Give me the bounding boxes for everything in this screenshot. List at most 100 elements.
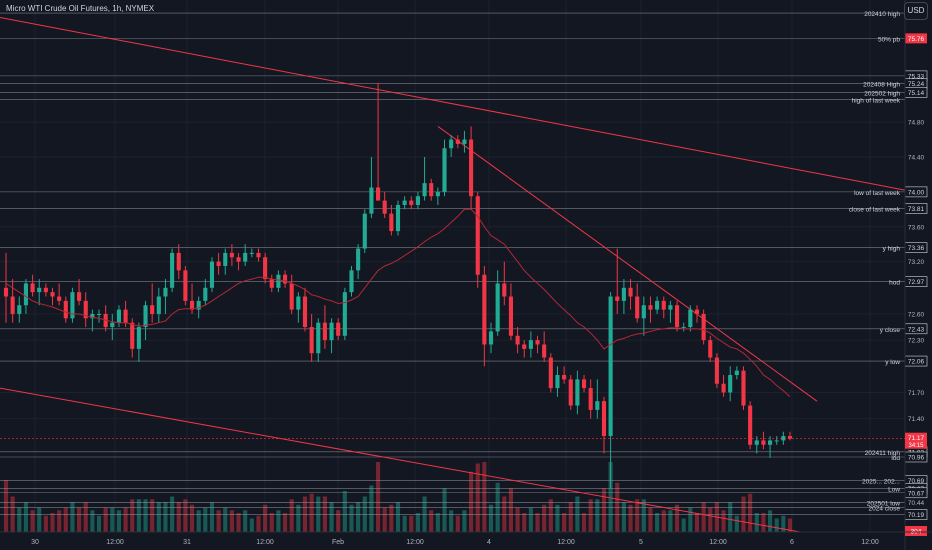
candle-body [243, 252, 248, 262]
chart-title: Micro WTI Crude Oil Futures, 1h, NYMEX [6, 4, 155, 13]
volume-bar [170, 496, 175, 532]
candle-body [482, 274, 487, 345]
volume-bar [322, 496, 327, 532]
volume-bar [276, 510, 281, 532]
volume-bar [475, 463, 480, 532]
candle-body [674, 305, 680, 328]
candle [488, 322, 494, 354]
volume-bar [302, 496, 308, 532]
candle-body [329, 322, 334, 341]
volume-bar [83, 502, 88, 532]
volume-bar [249, 518, 254, 532]
volume-bar [668, 510, 673, 532]
candle [203, 279, 208, 306]
candle-body [409, 200, 414, 205]
candle-body [535, 340, 540, 345]
volume-bar [661, 510, 666, 532]
candle [289, 274, 294, 314]
candle-body [249, 252, 254, 254]
candle [701, 309, 706, 345]
candle [595, 379, 600, 419]
candle [136, 322, 141, 362]
trendlines [0, 16, 906, 533]
candle [568, 375, 573, 410]
volume-bar [734, 515, 739, 532]
time-axis: 30 12:00 31 12:00 Feb 12:00 4 12:00 5 12:00 6 12:00 [0, 531, 932, 546]
current-price-tag [905, 432, 927, 449]
volume-bar [575, 496, 580, 532]
candle-body [681, 327, 686, 329]
candle-body [781, 436, 786, 441]
candle [455, 135, 460, 149]
volume-bar [415, 513, 420, 532]
candle [734, 366, 739, 380]
candle [183, 266, 188, 306]
candle-body [110, 322, 115, 328]
volume-bar [508, 488, 514, 532]
volume-bar [176, 502, 181, 532]
candle-body [183, 270, 188, 301]
volume-bar [542, 504, 547, 532]
level-label: 2024 close [869, 506, 901, 513]
volume-bar [63, 507, 68, 532]
candle-body [568, 379, 573, 406]
candle [189, 283, 195, 314]
level-label: lod [891, 455, 900, 462]
time-tick: 4 [487, 539, 491, 546]
time-tick: 12:00 [557, 539, 575, 546]
candle [276, 270, 281, 293]
candle [50, 287, 55, 306]
candle-body [748, 405, 753, 445]
candle [389, 204, 394, 236]
candle-body [721, 383, 726, 393]
price-tag-text: 72.97 [908, 279, 925, 286]
candle [329, 318, 334, 354]
candle [674, 300, 680, 332]
volume-bar [754, 513, 759, 532]
volume-bar [741, 496, 746, 532]
level-label: 202501 low [867, 500, 901, 507]
candle [263, 252, 268, 284]
candle-body [734, 370, 739, 376]
ema-line [5, 208, 791, 398]
level-label: 202408 High [863, 82, 900, 89]
candle-body [37, 287, 42, 293]
volume-bar [30, 510, 35, 532]
price-tag-text: 73.81 [908, 206, 925, 213]
candle-body [575, 379, 580, 406]
countdown-text: 34:15 [908, 443, 924, 449]
candle [336, 318, 341, 341]
candle-body [442, 148, 447, 192]
volume-bar [369, 485, 374, 532]
volume-bar [701, 502, 706, 532]
candle [661, 296, 666, 319]
volume-bar [196, 510, 201, 532]
price-tag-text: 72.06 [908, 359, 925, 366]
time-tick: 12:00 [709, 539, 727, 546]
volume-bar [641, 499, 646, 532]
candle [43, 283, 48, 297]
candle [57, 283, 62, 306]
candle-body [116, 309, 122, 323]
candle-body [382, 200, 387, 214]
volume-bar [768, 510, 773, 532]
candle [748, 401, 753, 450]
candle-body [728, 375, 733, 393]
level-label: y low [885, 359, 900, 366]
level-label: high of last week [852, 97, 901, 104]
candle [395, 200, 401, 236]
volume-bar [136, 499, 141, 532]
level-label: 2025... 202... [862, 479, 900, 486]
volume-bar [189, 504, 195, 532]
candle-body [170, 252, 175, 288]
volume-bar [488, 504, 494, 532]
candle-body [455, 139, 460, 144]
level-label: hod [889, 280, 900, 287]
candle [309, 313, 314, 362]
trendline [0, 16, 906, 191]
candle [429, 178, 434, 201]
price-tag-text: 73.36 [908, 245, 925, 252]
currency-button[interactable]: USD [904, 2, 928, 20]
candle-body [422, 183, 427, 197]
